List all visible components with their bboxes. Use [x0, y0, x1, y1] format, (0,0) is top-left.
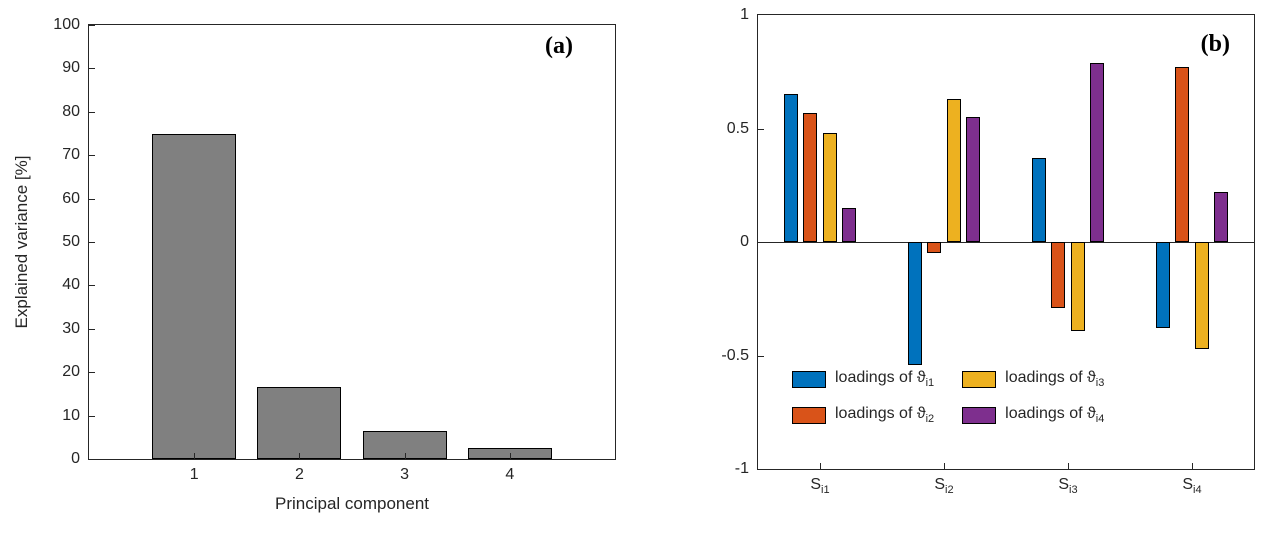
- legend: loadings of ϑi1 loadings of ϑi2 loadings o…: [792, 369, 1104, 425]
- x-tick-label: 1: [189, 466, 199, 483]
- bar: [822, 133, 837, 242]
- bar: [1194, 242, 1209, 349]
- y-tick-mark: [758, 128, 764, 130]
- x-tick-mark: [404, 453, 406, 459]
- y-tick-mark: [89, 285, 95, 287]
- y-tick-label: 0.5: [726, 119, 749, 137]
- legend-item: loadings of ϑi2: [792, 405, 934, 425]
- x-tick-mark: [944, 463, 945, 469]
- theta-symbol: ϑ: [1087, 369, 1096, 386]
- y-tick-mark: [89, 328, 95, 330]
- bar: [946, 98, 961, 242]
- x-tick-label: 3: [400, 466, 410, 483]
- y-tick-mark: [89, 111, 95, 113]
- y-tick-label: 40: [62, 276, 80, 294]
- legend-item: loadings of ϑi1: [792, 369, 934, 389]
- panel-label-b: (b): [1200, 31, 1230, 57]
- x-tick-label: Si1: [810, 476, 830, 497]
- zero-line: [758, 242, 1254, 243]
- x-tick-mark: [1068, 463, 1069, 469]
- bar: [1032, 158, 1047, 242]
- theta-symbol: ϑ: [916, 369, 926, 386]
- y-tick-label: 90: [62, 59, 80, 77]
- bar: [1213, 192, 1228, 242]
- legend-label: loadings of ϑi1: [835, 369, 935, 390]
- x-tick-label: Si2: [934, 476, 954, 497]
- bar: [1051, 242, 1066, 308]
- bar: [841, 207, 856, 242]
- bar: [257, 387, 342, 459]
- theta-symbol: ϑ: [1087, 405, 1096, 423]
- y-tick-mark: [758, 355, 764, 357]
- x-tick-label: 4: [505, 466, 515, 483]
- x-tick-label: Si4: [1182, 476, 1202, 497]
- bar: [965, 117, 980, 242]
- plot-area-b: (b) loadings of ϑi1 loadings of ϑi2 loadin…: [721, 7, 1255, 496]
- x-tick-label: 2: [294, 466, 304, 483]
- panel-label-a: (a): [545, 33, 573, 59]
- bar: [152, 133, 237, 459]
- bar: [908, 242, 923, 365]
- y-tick-label: -1: [734, 460, 749, 477]
- x-tick-mark: [1192, 463, 1193, 469]
- y-tick-label: 20: [62, 363, 80, 381]
- x-tick-label: Si3: [1058, 476, 1078, 497]
- bar: [1156, 242, 1171, 329]
- y-tick-mark: [89, 242, 95, 243]
- x-axis-label: Principal component: [274, 494, 430, 513]
- y-tick-mark: [89, 415, 95, 417]
- plot-area-a: (a) 0 10 20 30 40 50 60 70 80 90 100 1 2 3 4: [53, 17, 616, 483]
- y-tick-mark: [89, 155, 95, 157]
- y-tick-label: 30: [62, 319, 80, 337]
- x-tick-mark: [299, 453, 301, 459]
- legend-swatch: [962, 406, 997, 424]
- bar: [1089, 62, 1104, 242]
- y-axis-label: Explained variance [%]: [12, 155, 31, 329]
- legend-item: loadings of ϑi3: [962, 369, 1104, 389]
- legend-swatch: [962, 370, 997, 388]
- y-tick-mark: [89, 68, 95, 70]
- y-tick-label: 0: [740, 233, 749, 250]
- legend-label: loadings of ϑi3: [1005, 369, 1105, 390]
- x-tick-mark: [194, 453, 196, 459]
- y-tick-mark: [89, 372, 95, 374]
- y-tick-mark: [89, 198, 95, 200]
- y-tick-label: -0.5: [721, 346, 749, 364]
- legend-swatch: [792, 370, 826, 388]
- y-tick-label: 10: [62, 406, 80, 424]
- y-tick-label: 50: [62, 233, 80, 250]
- legend-swatch: [792, 406, 826, 424]
- y-tick-label: 100: [53, 16, 80, 33]
- y-tick-label: 0: [71, 450, 80, 467]
- theta-symbol: ϑ: [916, 405, 926, 423]
- legend-label: loadings of ϑi4: [1005, 405, 1105, 426]
- bar: [1175, 67, 1190, 242]
- y-tick-label: 1: [740, 6, 749, 23]
- x-tick-mark: [509, 453, 511, 459]
- legend-item: loadings of ϑi4: [962, 405, 1104, 425]
- bar: [927, 242, 942, 254]
- x-tick-mark: [820, 463, 821, 469]
- y-tick-label: 80: [62, 102, 80, 120]
- bar: [784, 94, 799, 242]
- y-tick-label: 70: [62, 146, 80, 164]
- y-tick-mark: [89, 25, 95, 26]
- y-tick-label: 60: [62, 189, 80, 207]
- bar: [1070, 242, 1085, 331]
- bar: [803, 112, 818, 242]
- legend-label: loadings of ϑi2: [835, 405, 935, 426]
